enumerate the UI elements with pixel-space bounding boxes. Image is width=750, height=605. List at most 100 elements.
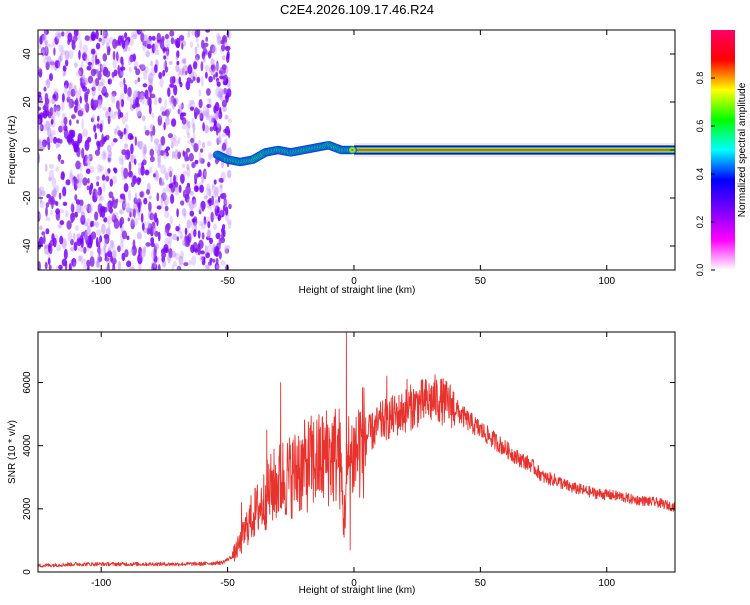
noise-blob	[186, 119, 189, 127]
noise-blob	[157, 158, 162, 168]
noise-blob	[197, 108, 200, 115]
noise-blob	[202, 110, 208, 117]
noise-blob	[47, 257, 51, 266]
noise-blob	[194, 159, 199, 165]
noise-blob	[219, 75, 225, 80]
noise-blob	[205, 187, 208, 198]
noise-blob	[84, 35, 91, 41]
heatmap-x-tick-label: 0	[351, 276, 357, 287]
noise-blob	[112, 249, 117, 260]
noise-blob	[76, 119, 79, 124]
noise-blob	[104, 70, 111, 78]
noise-blob	[57, 224, 62, 229]
noise-blob	[200, 76, 204, 87]
noise-blob	[197, 230, 201, 239]
noise-blob	[208, 151, 212, 161]
noise-blob	[119, 209, 123, 215]
noise-blob	[58, 192, 62, 200]
noise-blob	[128, 46, 131, 52]
noise-blob	[145, 242, 151, 247]
noise-blob	[117, 64, 120, 76]
noise-blob	[151, 249, 156, 260]
noise-blob	[188, 259, 192, 266]
noise-blob	[160, 198, 164, 209]
noise-blob	[124, 143, 129, 149]
noise-blob	[125, 111, 129, 123]
noise-blob	[184, 227, 188, 236]
noise-blob	[215, 232, 221, 240]
noise-blob	[95, 189, 101, 199]
noise-blob	[119, 66, 126, 71]
noise-blob	[132, 239, 136, 251]
noise-blob	[170, 137, 176, 143]
noise-blob	[208, 198, 213, 207]
noise-blob	[146, 221, 151, 229]
noise-blob	[95, 30, 99, 40]
noise-blob	[159, 181, 165, 186]
noise-blob	[108, 191, 114, 199]
noise-blob	[97, 140, 101, 151]
noise-blob	[173, 174, 176, 185]
noise-blob	[97, 247, 103, 256]
noise-blob	[108, 150, 113, 157]
noise-blob	[49, 133, 53, 144]
noise-blob	[91, 220, 95, 227]
noise-blob	[44, 92, 49, 102]
noise-blob	[199, 109, 203, 119]
noise-blob	[143, 34, 148, 46]
noise-blob	[214, 187, 219, 197]
noise-blob	[101, 37, 105, 46]
noise-blob	[47, 43, 53, 48]
noise-blob	[219, 210, 225, 218]
noise-blob	[174, 149, 179, 160]
noise-blob	[193, 143, 199, 153]
noise-blob	[200, 222, 206, 230]
noise-blob	[217, 195, 221, 203]
colorbar-ticks: 0.0 0.2 0.4 0.6 0.8	[695, 72, 715, 276]
noise-blob	[198, 89, 202, 97]
heatmap-x-tick-label: 100	[598, 276, 615, 287]
noise-blob	[159, 150, 166, 156]
noise-blob	[88, 234, 92, 246]
noise-blob	[140, 249, 146, 259]
noise-blob	[121, 230, 128, 240]
noise-blob	[95, 58, 100, 65]
heatmap-panel: -100 -50 0 50 100 -40 -20 0 20 40 Height of stra…	[7, 29, 676, 296]
noise-blob	[188, 99, 195, 105]
noise-blob	[117, 260, 121, 270]
noise-blob	[125, 39, 129, 48]
noise-blob	[157, 162, 161, 169]
noise-blob	[207, 262, 211, 270]
noise-blob	[178, 255, 184, 266]
noise-blob	[152, 125, 156, 136]
noise-blob	[76, 173, 80, 182]
noise-blob	[151, 35, 156, 41]
noise-blob	[198, 209, 202, 215]
heatmap-plot-area	[38, 30, 675, 270]
noise-blob	[181, 102, 184, 110]
noise-blob	[48, 169, 55, 181]
noise-blob	[59, 235, 64, 245]
noise-blob	[207, 244, 213, 255]
noise-blob	[153, 43, 158, 55]
noise-blob	[93, 99, 99, 109]
noise-blob	[101, 89, 106, 95]
noise-blob	[212, 258, 216, 263]
noise-blob	[84, 231, 89, 241]
noise-blob	[165, 151, 169, 157]
noise-blob	[118, 99, 122, 110]
noise-blob	[178, 104, 184, 109]
noise-blob	[189, 190, 194, 196]
noise-blob	[107, 78, 111, 85]
noise-blob	[97, 94, 103, 106]
noise-blob	[75, 179, 80, 184]
noise-blob	[202, 257, 206, 263]
noise-blob	[76, 233, 82, 239]
noise-blob	[107, 262, 110, 270]
noise-blob	[45, 216, 51, 222]
noise-blob	[202, 122, 205, 132]
noise-blob	[86, 225, 91, 235]
noise-blob	[121, 40, 126, 50]
noise-blob	[97, 190, 102, 196]
